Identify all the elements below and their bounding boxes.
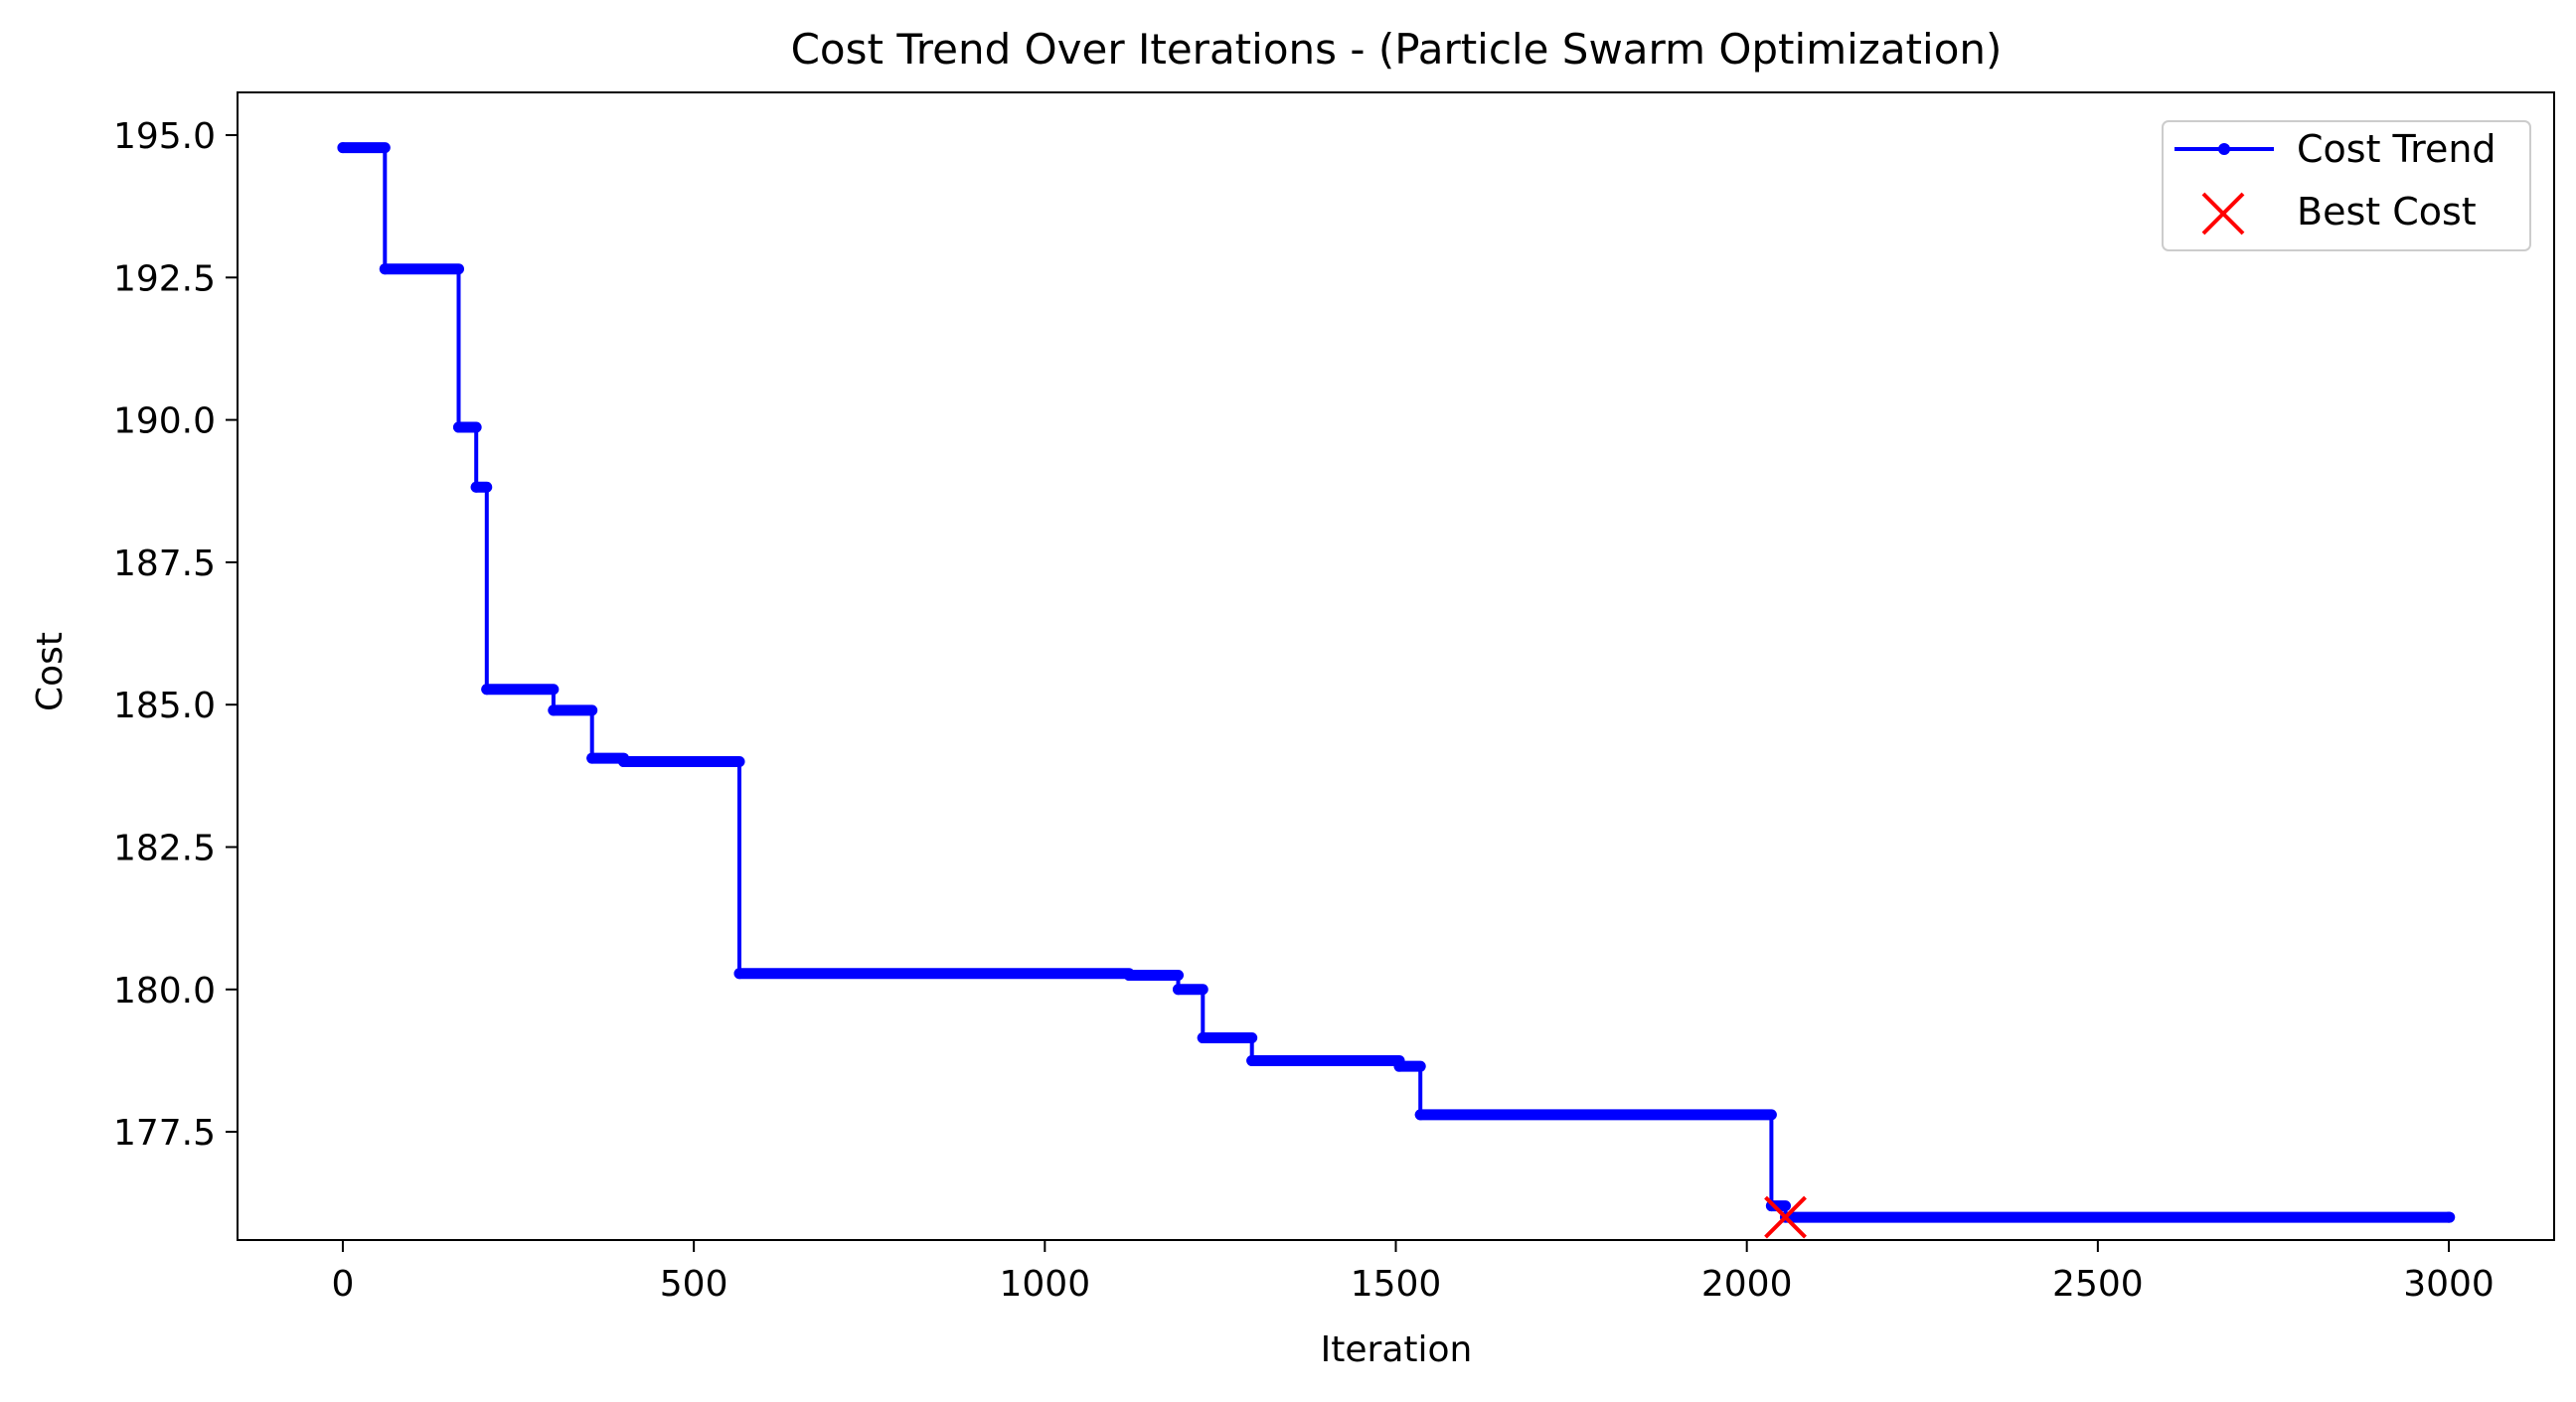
cost-trend-point [618, 756, 629, 768]
cost-trend-point [337, 142, 349, 154]
legend-label-best-cost: Best Cost [2297, 190, 2477, 234]
plot-background [238, 92, 2554, 1240]
cost-trend-point [548, 704, 560, 716]
plot-area [237, 91, 2555, 1241]
chart-title: Cost Trend Over Iterations - (Particle S… [791, 25, 2003, 74]
y-tick-label: 180.0 [113, 971, 216, 1012]
legend-entry-cost-trend: Cost Trend [2174, 127, 2496, 171]
cost-trend-point [586, 752, 598, 764]
legend-marker-swatch [2218, 143, 2230, 155]
legend-label-cost-trend: Cost Trend [2297, 127, 2496, 171]
x-tick-label: 2500 [2052, 1264, 2144, 1305]
legend-entry-best-cost: Best Cost [2201, 190, 2477, 235]
x-axis: 0 500 1000 1500 2000 2500 3000 [332, 1240, 2495, 1305]
y-tick-label: 187.5 [113, 544, 216, 584]
x-axis-label: Iteration [1321, 1329, 1473, 1370]
cost-trend-point [2443, 1211, 2455, 1223]
legend: Cost Trend Best Cost [2162, 120, 2531, 251]
y-tick-label: 185.0 [113, 686, 216, 726]
cost-trend-point [379, 263, 391, 275]
best-cost-marker [1764, 1195, 1807, 1239]
x-tick-label: 1000 [1000, 1264, 1091, 1305]
y-tick-label: 190.0 [113, 401, 216, 442]
cost-trend-point [1246, 1054, 1258, 1066]
cost-trend-point [733, 968, 745, 980]
x-tick-label: 1500 [1351, 1264, 1442, 1305]
cost-trend-point [1123, 969, 1135, 981]
cost-trend-point [1197, 1032, 1208, 1044]
best-cost-marker-stroke [1764, 1195, 1807, 1239]
x-tick-label: 0 [332, 1264, 355, 1305]
x-tick-label: 3000 [2403, 1264, 2495, 1305]
y-tick-label: 195.0 [113, 116, 216, 157]
cost-trend-point [1414, 1109, 1426, 1121]
legend-box [2162, 120, 2531, 251]
cost-trend-point [453, 421, 465, 433]
x-tick-label: 500 [660, 1264, 728, 1305]
x-tick-label: 2000 [1701, 1264, 1793, 1305]
y-tick-label: 177.5 [113, 1113, 216, 1154]
cost-trend-point [1393, 1060, 1405, 1072]
cost-trend-point [1173, 984, 1185, 996]
y-tick-label: 192.5 [113, 258, 216, 299]
y-axis-label: Cost [30, 632, 71, 711]
cost-trend-point [481, 684, 493, 696]
cost-trend-point [470, 481, 482, 493]
y-tick-label: 182.5 [113, 828, 216, 868]
legend-x-marker-swatch [2201, 192, 2245, 235]
y-axis: 177.5 180.0 182.5 185.0 187.5 190.0 192.5 195.0 [113, 116, 238, 1154]
